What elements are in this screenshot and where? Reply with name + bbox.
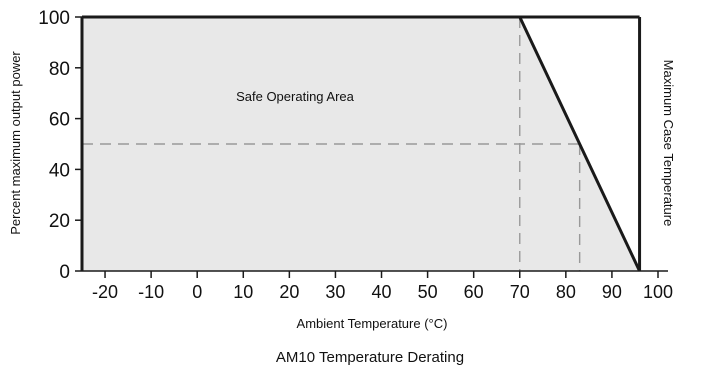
axes: 0 20 40 60 80 100 -20 -10 0 10 20 30 40 50 60 70 80 90 100 [38,8,673,302]
y-tick-label: 0 [59,262,70,283]
x-tick-label: -10 [138,282,164,302]
y-tick-label: 60 [49,110,70,131]
x-tick-label: 0 [192,282,202,302]
x-tick-label: 40 [372,282,392,302]
x-tick-label: 60 [464,282,484,302]
maximum-case-temperature-label: Maximum Case Temperature [661,60,676,227]
y-tick-label: 40 [49,160,70,181]
plot-area [82,15,642,272]
x-axis-title: Ambient Temperature (°C) [297,316,448,331]
safe-operating-area-label: Safe Operating Area [236,89,355,104]
x-tick-label: 90 [602,282,622,302]
x-tick-label: 20 [279,282,299,302]
y-tick-label: 100 [38,8,70,29]
x-tick-label: -20 [92,282,118,302]
x-tick-label: 70 [510,282,530,302]
y-tick-label: 80 [49,59,70,80]
x-tick-label: 80 [556,282,576,302]
y-axis-title: Percent maximum output power [8,51,23,235]
x-tick-label: 30 [325,282,345,302]
chart-caption: AM10 Temperature Derating [276,349,464,366]
x-tick-label: 10 [233,282,253,302]
x-tick-label: 50 [418,282,438,302]
x-tick-label: 100 [643,282,673,302]
y-tick-label: 20 [49,211,70,232]
